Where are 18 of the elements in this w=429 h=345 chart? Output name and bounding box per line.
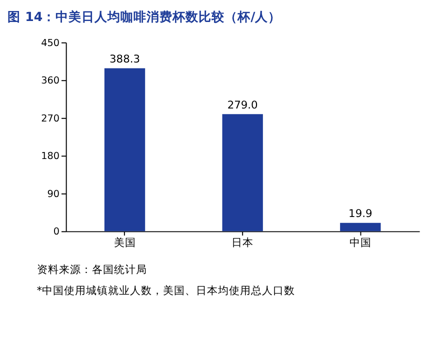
text: *中国使用城镇就业人数，美国、日本均使用总人口数 <box>36 284 296 298</box>
x-tick-label: 美国 <box>114 236 136 250</box>
y-tick-label: 180 <box>41 151 60 162</box>
bar <box>340 222 381 232</box>
data-label: 19.9 <box>348 207 372 220</box>
y-tick-label: 0 <box>53 226 60 238</box>
x-tick-label: 中国 <box>349 236 372 250</box>
text: 资料来源：各国统计局 <box>36 262 147 276</box>
data-label: 279.0 <box>227 98 258 112</box>
y-tick-label: 90 <box>47 188 60 200</box>
y-tick-label: 360 <box>41 76 60 87</box>
bar <box>104 68 146 232</box>
y-tick-label: 270 <box>41 113 60 124</box>
x-tick-label: 日本 <box>232 236 254 250</box>
chart-title: 图 14：中美日人均咖啡消费杯数比较（杯/人） <box>8 9 282 24</box>
data-label: 388.3 <box>110 52 140 66</box>
y-tick-label: 450 <box>41 38 60 49</box>
bar <box>222 114 263 232</box>
